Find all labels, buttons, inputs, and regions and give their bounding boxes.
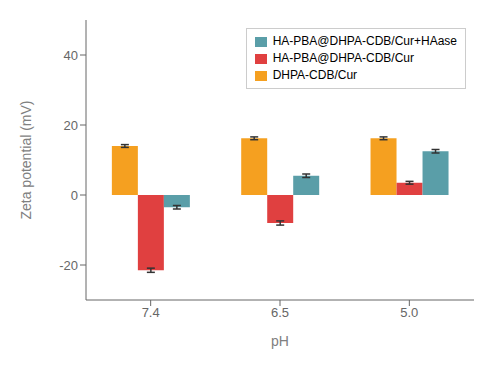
svg-text:Zeta potential (mV): Zeta potential (mV) [18,100,34,219]
svg-text:-20: -20 [59,258,78,273]
html-text:HA-PBA@DHPA-CDB/Cur+HAase: HA-PBA@DHPA-CDB/Cur+HAase [272,34,457,48]
svg-text:5.0: 5.0 [400,305,418,320]
svg-text:pH: pH [271,333,289,349]
svg-text:7.4: 7.4 [142,305,160,320]
svg-text:20: 20 [64,118,78,133]
html-text:DHPA-CDB/Cur: DHPA-CDB/Cur [272,68,358,82]
html-text:HA-PBA@DHPA-CDB/Cur: HA-PBA@DHPA-CDB/Cur [272,51,414,65]
svg-text:6.5: 6.5 [271,305,289,320]
svg-text:40: 40 [64,48,78,63]
svg-text:0: 0 [71,188,78,203]
